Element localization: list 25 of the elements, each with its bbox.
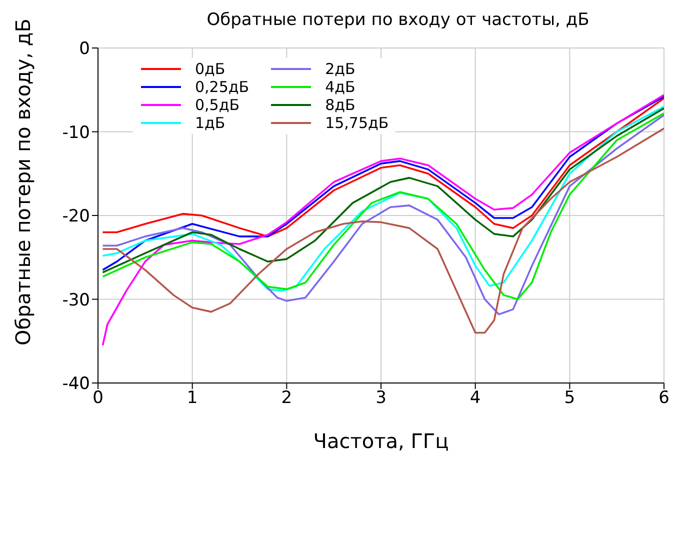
x-tick-label: 2 xyxy=(281,388,292,408)
x-tick-label: 4 xyxy=(470,388,481,408)
legend-label: 0,25дБ xyxy=(195,78,250,96)
x-axis-title: Частота, ГГц xyxy=(313,429,449,453)
x-tick-label: 5 xyxy=(564,388,576,408)
legend-label: 0дБ xyxy=(195,60,226,78)
legend-label: 15,75дБ xyxy=(325,114,389,132)
y-tick-label: -10 xyxy=(62,122,90,143)
legend-label: 0,5дБ xyxy=(195,96,240,114)
legend-label: 1дБ xyxy=(195,114,226,132)
x-tick-label: 6 xyxy=(658,388,670,408)
chart-title: Обратные потери по входу от частоты, дБ xyxy=(206,10,590,30)
legend-label: 2дБ xyxy=(325,60,356,78)
y-tick-label: -30 xyxy=(62,290,90,310)
x-tick-label: 3 xyxy=(376,388,386,408)
y-tick-label: -20 xyxy=(62,206,90,227)
y-axis-title: Обратные потери по входу, дБ xyxy=(11,18,36,346)
legend-label: 8дБ xyxy=(325,96,356,114)
y-tick-label: -40 xyxy=(62,374,90,394)
line-series xyxy=(102,97,664,238)
legend-label: 4дБ xyxy=(325,78,356,96)
x-tick-label: 0 xyxy=(92,388,104,408)
x-tick-label: 1 xyxy=(186,388,198,408)
y-tick-label: 0 xyxy=(79,39,90,60)
line-series xyxy=(102,94,664,346)
